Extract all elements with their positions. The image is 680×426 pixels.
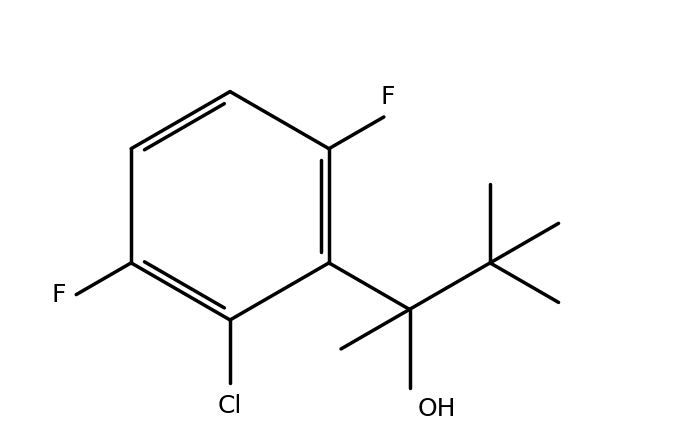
Text: OH: OH xyxy=(418,397,456,421)
Text: F: F xyxy=(381,84,395,109)
Text: Cl: Cl xyxy=(218,394,242,417)
Text: F: F xyxy=(52,282,66,307)
